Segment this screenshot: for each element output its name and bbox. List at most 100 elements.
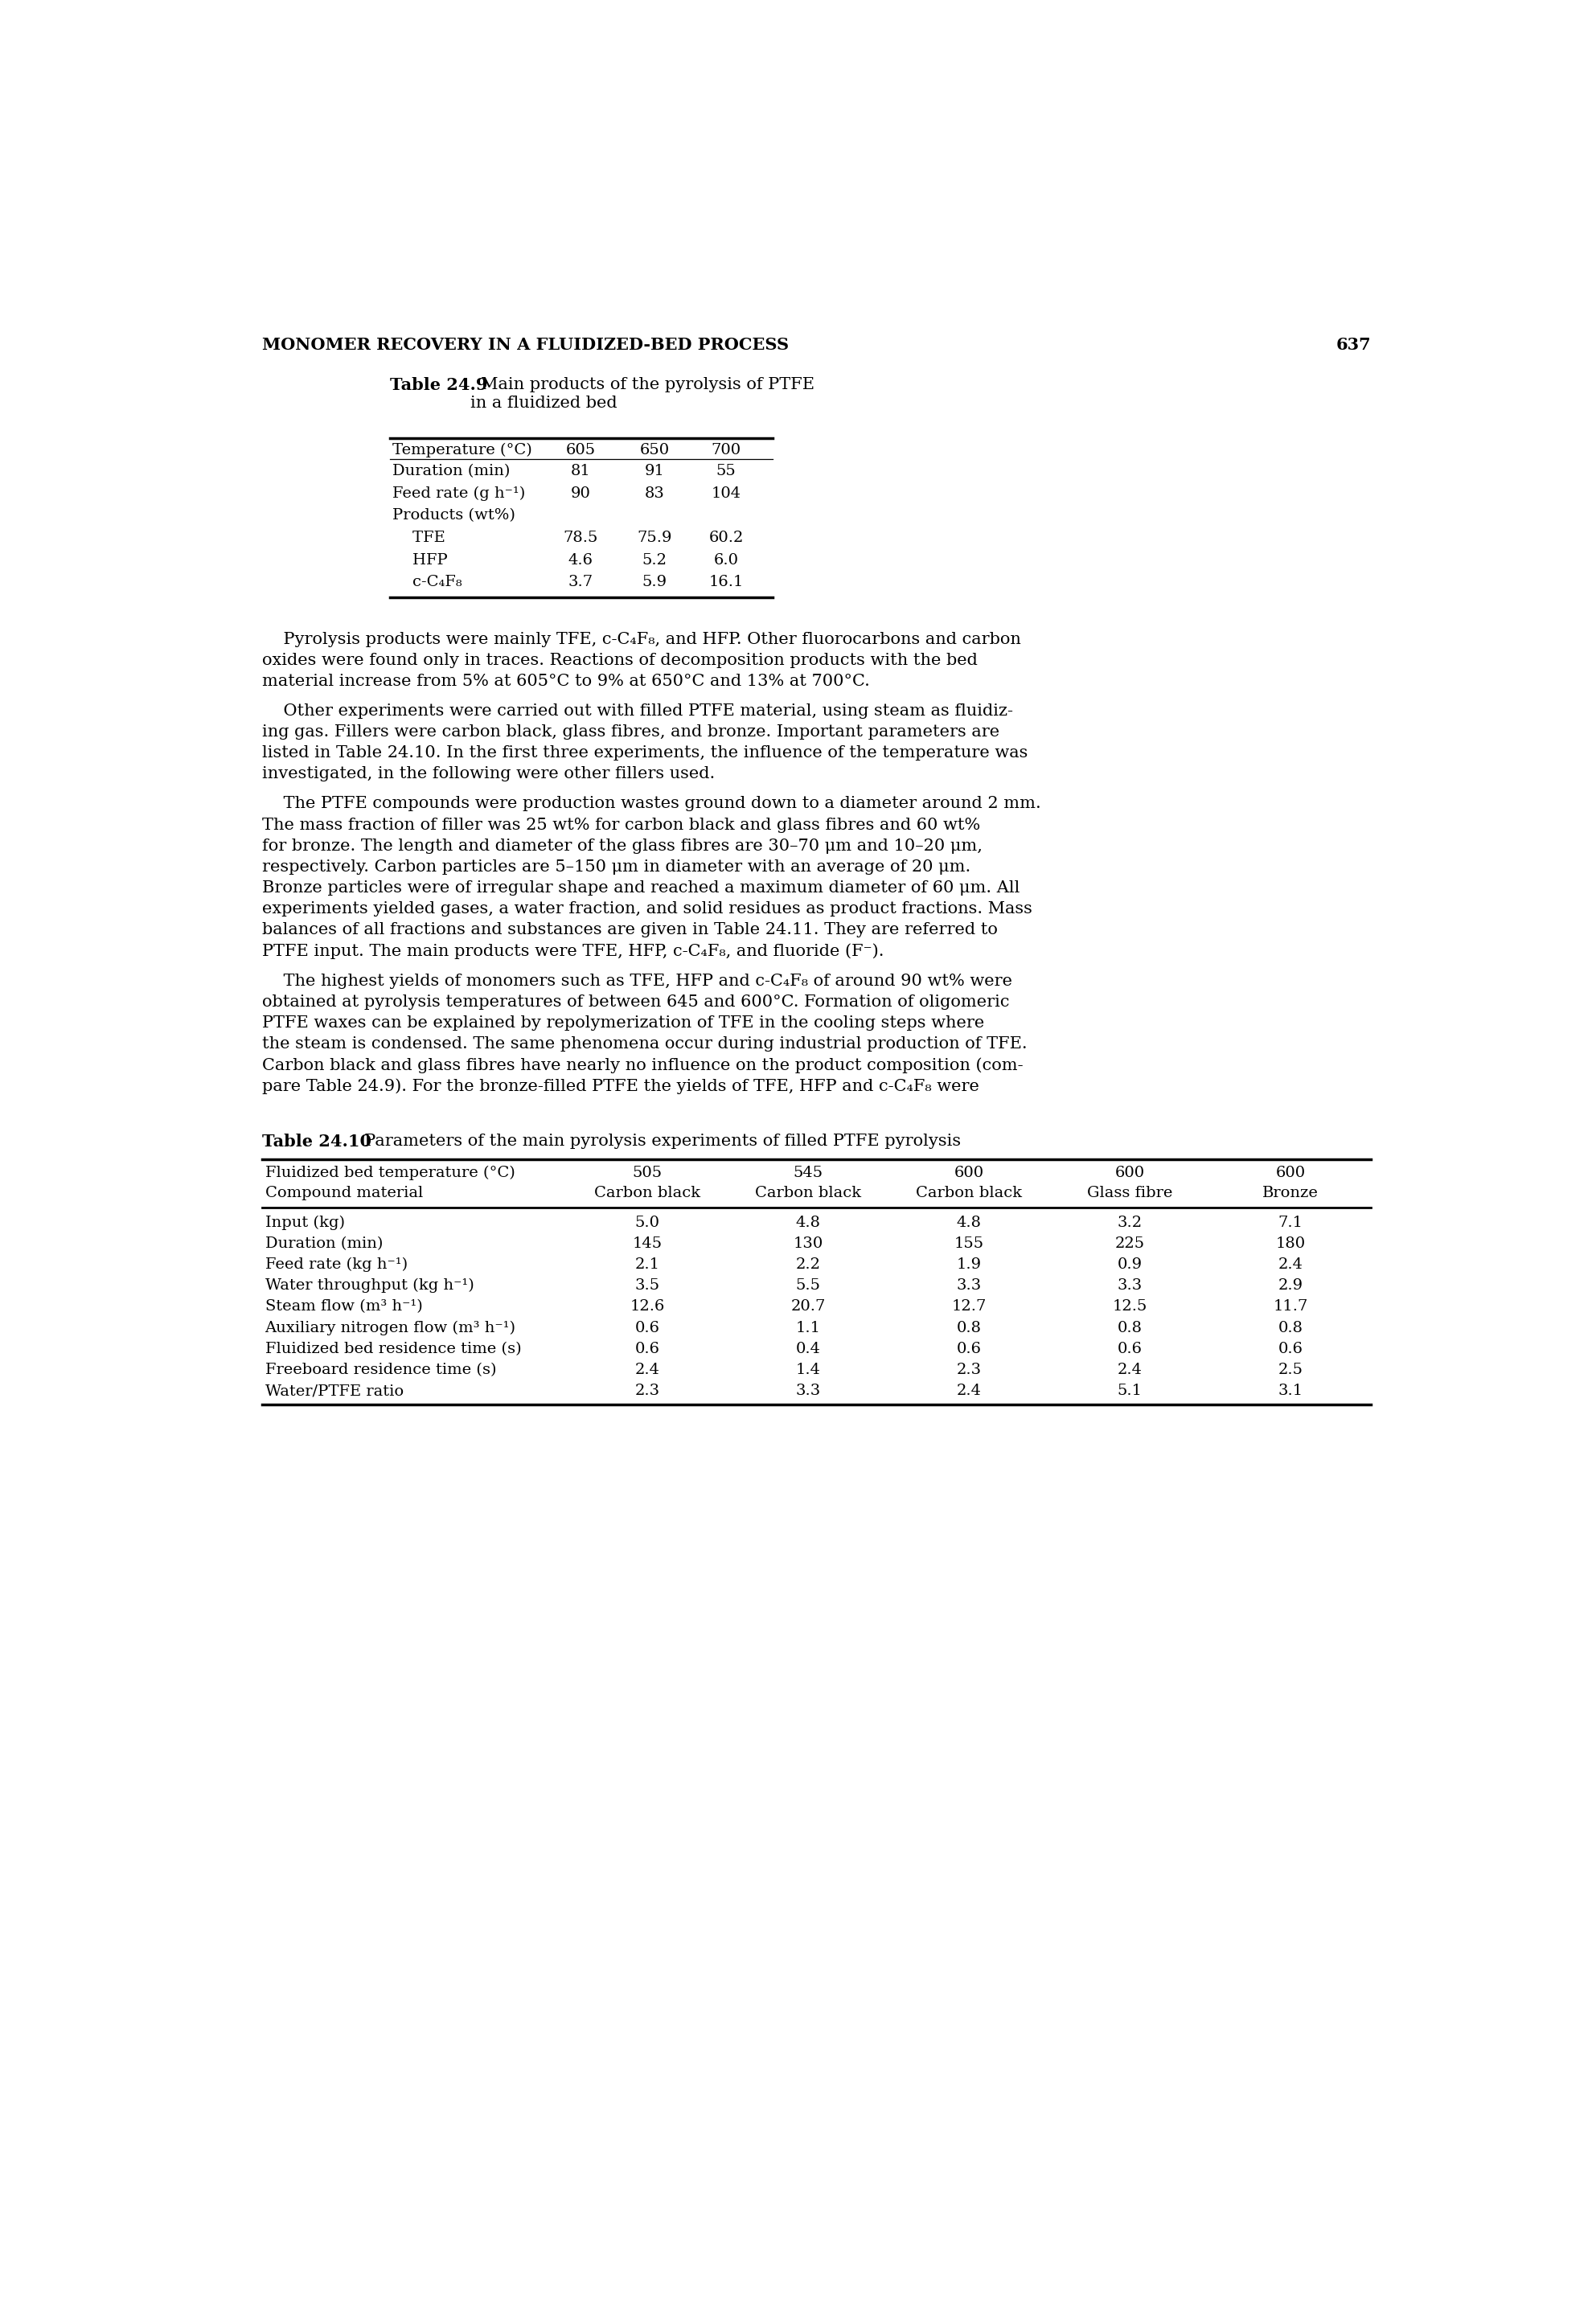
Text: Fluidized bed temperature (°C): Fluidized bed temperature (°C): [265, 1165, 516, 1179]
Text: Fluidized bed residence time (s): Fluidized bed residence time (s): [265, 1342, 522, 1355]
Text: Pyrolysis products were mainly TFE, c-C₄F₈, and HFP. Other fluorocarbons and car: Pyrolysis products were mainly TFE, c-C₄…: [262, 633, 1021, 646]
Text: 0.6: 0.6: [1117, 1342, 1143, 1355]
Text: 11.7: 11.7: [1274, 1300, 1309, 1314]
Text: 5.5: 5.5: [796, 1279, 820, 1293]
Text: for bronze. The length and diameter of the glass fibres are 30–70 μm and 10–20 μ: for bronze. The length and diameter of t…: [262, 839, 982, 853]
Text: Feed rate (g h⁻¹): Feed rate (g h⁻¹): [393, 487, 525, 500]
Text: 180: 180: [1275, 1237, 1306, 1251]
Text: 545: 545: [793, 1165, 824, 1179]
Text: Temperature (°C): Temperature (°C): [393, 443, 533, 456]
Text: 2.2: 2.2: [796, 1258, 820, 1272]
Text: Auxiliary nitrogen flow (m³ h⁻¹): Auxiliary nitrogen flow (m³ h⁻¹): [265, 1321, 516, 1335]
Text: 91: 91: [645, 463, 664, 477]
Text: 7.1: 7.1: [1278, 1216, 1302, 1230]
Text: 1.9: 1.9: [956, 1258, 982, 1272]
Text: 637: 637: [1336, 336, 1371, 352]
Text: 700: 700: [712, 443, 741, 456]
Text: 12.5: 12.5: [1112, 1300, 1148, 1314]
Text: 60.2: 60.2: [709, 531, 744, 544]
Text: 2.4: 2.4: [635, 1362, 661, 1376]
Text: Input (kg): Input (kg): [265, 1216, 345, 1230]
Text: 0.6: 0.6: [956, 1342, 982, 1355]
Text: Bronze: Bronze: [1262, 1186, 1318, 1200]
Text: 3.3: 3.3: [1117, 1279, 1143, 1293]
Text: 145: 145: [632, 1237, 662, 1251]
Text: The mass fraction of filler was 25 wt% for carbon black and glass fibres and 60 : The mass fraction of filler was 25 wt% f…: [262, 818, 980, 832]
Text: oxides were found only in traces. Reactions of decomposition products with the b: oxides were found only in traces. Reacti…: [262, 653, 977, 667]
Text: 1.1: 1.1: [796, 1321, 820, 1335]
Text: 2.4: 2.4: [956, 1383, 982, 1397]
Text: 5.1: 5.1: [1117, 1383, 1143, 1397]
Text: 55: 55: [717, 463, 736, 477]
Text: 3.7: 3.7: [568, 575, 594, 589]
Text: experiments yielded gases, a water fraction, and solid residues as product fract: experiments yielded gases, a water fract…: [262, 901, 1033, 918]
Text: 104: 104: [712, 487, 741, 500]
Text: 5.9: 5.9: [642, 575, 667, 589]
Text: Carbon black and glass fibres have nearly no influence on the product compositio: Carbon black and glass fibres have nearl…: [262, 1057, 1023, 1073]
Text: Steam flow (m³ h⁻¹): Steam flow (m³ h⁻¹): [265, 1300, 423, 1314]
Text: 0.8: 0.8: [956, 1321, 982, 1335]
Text: 155: 155: [954, 1237, 985, 1251]
Text: in a fluidized bed: in a fluidized bed: [471, 396, 618, 410]
Text: 4.8: 4.8: [796, 1216, 820, 1230]
Text: 605: 605: [567, 443, 595, 456]
Text: 0.6: 0.6: [635, 1321, 661, 1335]
Text: pare Table 24.9). For the bronze-filled PTFE the yields of TFE, HFP and c-C₄F₈ w: pare Table 24.9). For the bronze-filled …: [262, 1077, 978, 1094]
Text: 2.1: 2.1: [635, 1258, 661, 1272]
Text: 3.3: 3.3: [956, 1279, 982, 1293]
Text: Main products of the pyrolysis of PTFE: Main products of the pyrolysis of PTFE: [471, 378, 814, 392]
Text: 90: 90: [571, 487, 591, 500]
Text: 12.6: 12.6: [630, 1300, 666, 1314]
Text: Duration (min): Duration (min): [393, 463, 511, 477]
Text: Parameters of the main pyrolysis experiments of filled PTFE pyrolysis: Parameters of the main pyrolysis experim…: [354, 1133, 961, 1149]
Text: 0.4: 0.4: [796, 1342, 820, 1355]
Text: 1.4: 1.4: [796, 1362, 820, 1376]
Text: Feed rate (kg h⁻¹): Feed rate (kg h⁻¹): [265, 1258, 407, 1272]
Text: 2.4: 2.4: [1117, 1362, 1143, 1376]
Text: listed in Table 24.10. In the first three experiments, the influence of the temp: listed in Table 24.10. In the first thre…: [262, 746, 1028, 760]
Text: the steam is condensed. The same phenomena occur during industrial production of: the steam is condensed. The same phenome…: [262, 1036, 1026, 1052]
Text: Carbon black: Carbon black: [594, 1186, 701, 1200]
Text: 0.8: 0.8: [1278, 1321, 1302, 1335]
Text: Carbon black: Carbon black: [755, 1186, 862, 1200]
Text: 16.1: 16.1: [709, 575, 744, 589]
Text: 600: 600: [954, 1165, 985, 1179]
Text: 0.6: 0.6: [1278, 1342, 1302, 1355]
Text: PTFE waxes can be explained by repolymerization of TFE in the cooling steps wher: PTFE waxes can be explained by repolymer…: [262, 1015, 985, 1031]
Text: 225: 225: [1116, 1237, 1144, 1251]
Text: Table 24.9: Table 24.9: [389, 378, 487, 394]
Text: obtained at pyrolysis temperatures of between 645 and 600°C. Formation of oligom: obtained at pyrolysis temperatures of be…: [262, 994, 1009, 1010]
Text: Glass fibre: Glass fibre: [1087, 1186, 1173, 1200]
Text: Compound material: Compound material: [265, 1186, 423, 1200]
Text: ing gas. Fillers were carbon black, glass fibres, and bronze. Important paramete: ing gas. Fillers were carbon black, glas…: [262, 725, 999, 739]
Text: 3.2: 3.2: [1117, 1216, 1143, 1230]
Text: 0.8: 0.8: [1117, 1321, 1143, 1335]
Text: 3.5: 3.5: [635, 1279, 661, 1293]
Text: Carbon black: Carbon black: [916, 1186, 1021, 1200]
Text: 0.9: 0.9: [1117, 1258, 1143, 1272]
Text: investigated, in the following were other fillers used.: investigated, in the following were othe…: [262, 767, 715, 781]
Text: HFP: HFP: [393, 554, 448, 568]
Text: c-C₄F₈: c-C₄F₈: [393, 575, 463, 589]
Text: 4.8: 4.8: [956, 1216, 982, 1230]
Text: 2.3: 2.3: [956, 1362, 982, 1376]
Text: 75.9: 75.9: [637, 531, 672, 544]
Text: 5.0: 5.0: [635, 1216, 661, 1230]
Text: 650: 650: [640, 443, 669, 456]
Text: Water throughput (kg h⁻¹): Water throughput (kg h⁻¹): [265, 1279, 474, 1293]
Text: TFE: TFE: [393, 531, 445, 544]
Text: Freeboard residence time (s): Freeboard residence time (s): [265, 1362, 496, 1376]
Text: 78.5: 78.5: [563, 531, 598, 544]
Text: 505: 505: [632, 1165, 662, 1179]
Text: Bronze particles were of irregular shape and reached a maximum diameter of 60 μm: Bronze particles were of irregular shape…: [262, 880, 1020, 897]
Text: material increase from 5% at 605°C to 9% at 650°C and 13% at 700°C.: material increase from 5% at 605°C to 9%…: [262, 674, 870, 688]
Text: 81: 81: [571, 463, 591, 477]
Text: balances of all fractions and substances are given in Table 24.11. They are refe: balances of all fractions and substances…: [262, 922, 998, 938]
Text: 600: 600: [1116, 1165, 1144, 1179]
Text: 3.1: 3.1: [1278, 1383, 1302, 1397]
Text: 2.4: 2.4: [1278, 1258, 1302, 1272]
Text: Duration (min): Duration (min): [265, 1237, 383, 1251]
Text: 2.9: 2.9: [1278, 1279, 1302, 1293]
Text: The highest yields of monomers such as TFE, HFP and c-C₄F₈ of around 90 wt% were: The highest yields of monomers such as T…: [262, 973, 1012, 989]
Text: PTFE input. The main products were TFE, HFP, c-C₄F₈, and fluoride (F⁻).: PTFE input. The main products were TFE, …: [262, 943, 884, 959]
